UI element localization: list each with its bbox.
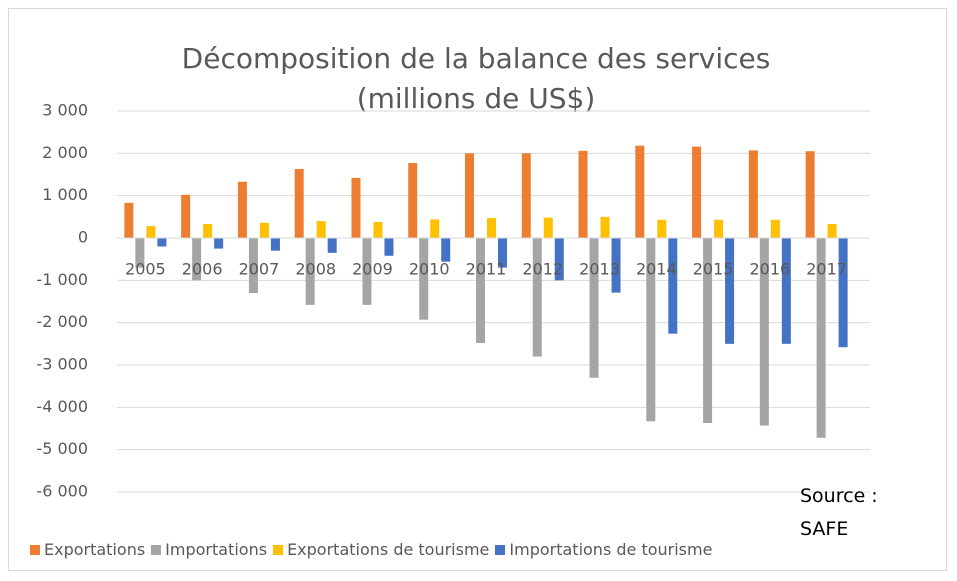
bar [816,238,826,438]
x-tick-label: 2015 [693,260,734,279]
legend: Exportations Importations Exportations de … [30,540,712,559]
bar [611,238,621,293]
bar [805,151,815,238]
bar [248,238,258,294]
bar [373,221,383,238]
y-tick-label: 2 000 [42,143,88,162]
bar [316,221,326,238]
bar [124,202,134,238]
x-tick-label: 2006 [182,260,223,279]
bar [214,238,224,249]
legend-label: Importations [165,540,268,559]
bar [498,238,507,268]
x-tick-label: 2011 [466,260,507,279]
bar [192,238,202,281]
x-tick-label: 2010 [409,260,450,279]
bar [521,153,531,238]
legend-label: Exportations [44,540,146,559]
bar [781,238,791,344]
bar [635,145,645,238]
bar [578,150,588,238]
chart-title: Décomposition de la balance des services [182,42,771,75]
y-tick-label: -6 000 [36,482,88,501]
bar [408,163,418,238]
legend-label: Importations de tourisme [509,540,713,559]
bar [327,238,337,253]
x-tick-label: 2005 [125,260,166,279]
bar [554,238,564,281]
y-tick-label: -1 000 [36,270,88,289]
x-tick-label: 2007 [239,260,280,279]
legend-item: Importations de tourisme [495,540,712,559]
legend-item: Exportations de tourisme [273,540,489,559]
bar [487,218,496,238]
bar [827,224,837,238]
legend-swatch [495,544,506,555]
x-tick-label: 2014 [636,260,677,279]
x-tick-label: 2009 [352,260,393,279]
legend-swatch [30,544,40,555]
bar [838,238,848,348]
bar [305,238,315,305]
y-tick-label: 3 000 [42,101,88,120]
chart-subtitle: (millions de US$) [357,82,596,115]
bar [589,238,599,378]
bar [748,150,758,238]
y-tick-label: 0 [78,228,88,247]
x-tick-label: 2017 [806,260,847,279]
x-tick-label: 2008 [295,260,336,279]
bar [351,177,361,238]
bar [476,238,485,343]
bar [441,238,451,262]
legend-label: Exportations de tourisme [287,540,490,559]
bar [270,238,280,251]
y-tick-label: -4 000 [36,397,88,416]
bar [668,238,678,334]
legend-item: Exportations [30,540,145,559]
bar [465,153,474,238]
y-tick-label: -2 000 [36,312,88,331]
legend-swatch [273,544,284,555]
bar [135,238,145,268]
legend-swatch [151,544,162,555]
bar [759,238,769,426]
bar [532,238,542,357]
x-tick-label: 2016 [749,260,790,279]
bar [146,226,156,238]
chart-frame [8,8,947,571]
bar [430,219,440,238]
bar [237,181,247,238]
bar [259,222,269,238]
bar [692,146,702,238]
bar [362,238,372,305]
y-tick-label: 1 000 [42,185,88,204]
bar [294,168,304,238]
bar [600,216,610,238]
bar [703,238,713,423]
bar [419,238,429,320]
bar [203,224,213,238]
y-tick-label: -3 000 [36,355,88,374]
bar [725,238,735,344]
bar [384,238,394,256]
legend-item: Importations [151,540,267,559]
bar [714,219,724,238]
x-tick-label: 2012 [522,260,563,279]
source-note: Source : SAFE [800,485,878,540]
y-tick-label: -5 000 [36,439,88,458]
bar [181,194,191,238]
bar [157,238,167,247]
x-tick-label: 2013 [579,260,620,279]
bar [543,217,553,238]
bar [646,238,656,422]
bar [657,219,667,238]
bar [770,219,780,238]
